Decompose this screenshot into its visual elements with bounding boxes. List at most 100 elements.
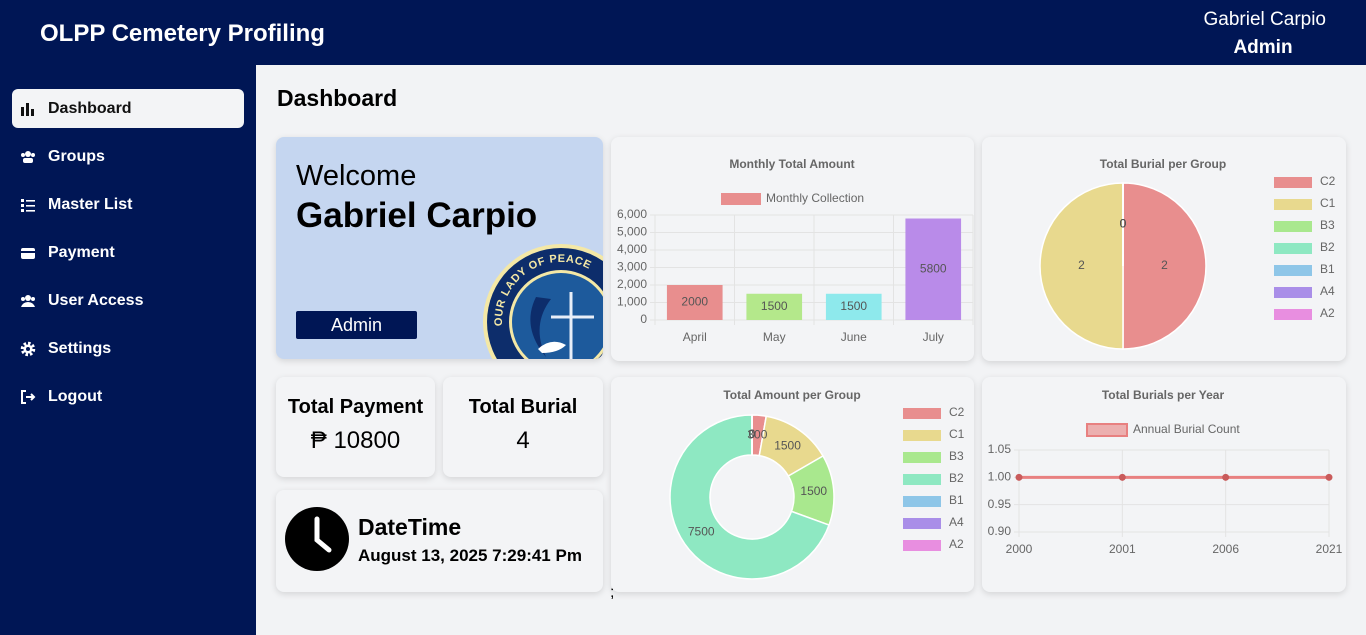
doughnut-chart: Total Amount per Group300150015007500000…	[669, 388, 965, 580]
y-tick-label: 5,000	[617, 225, 647, 239]
legend-swatch	[1086, 423, 1128, 437]
nav-label: User Access	[48, 291, 144, 309]
legend-label: C1	[949, 427, 965, 441]
slice	[1122, 182, 1207, 350]
y-tick-label: 1,000	[617, 295, 647, 309]
nav-label: Settings	[48, 339, 112, 357]
slice	[1039, 182, 1124, 350]
welcome-card: Welcome Gabriel Carpio Admin OUR LADY OF…	[276, 137, 603, 359]
data-label: 2000	[681, 295, 708, 309]
legend-swatch	[903, 496, 941, 507]
y-tick-label: 0	[640, 312, 647, 326]
bar-chart: Monthly Total Amount Monthly Collection 0 1…	[617, 157, 974, 344]
legend-label: B2	[949, 471, 964, 485]
legend-label: B2	[1320, 240, 1335, 254]
data-label: 5800	[920, 261, 947, 275]
stat-card: Total Payment ₱ 10800	[276, 377, 435, 477]
chart-title: Total Burial per Group	[1100, 157, 1226, 171]
x-tick-label: 2000	[1006, 542, 1033, 556]
stray-text: ;	[610, 584, 615, 601]
y-tick-label: 1.05	[988, 442, 1012, 456]
stat-label: Total Payment	[287, 396, 424, 418]
icon	[21, 247, 35, 259]
point	[1015, 473, 1023, 481]
nav-label: Groups	[48, 147, 105, 165]
bar	[746, 293, 803, 320]
data-label: 0	[1120, 217, 1127, 231]
stat-value: ₱ 10800	[310, 427, 401, 454]
data-label: 2	[1078, 258, 1085, 272]
legend-swatch	[1274, 309, 1312, 320]
user-name: Gabriel Carpio	[1203, 9, 1327, 30]
nav-item[interactable]: Settings	[12, 329, 244, 368]
logo-figure	[530, 297, 551, 357]
point	[1325, 473, 1333, 481]
chart-card: Monthly Total Amount Monthly Collection 0 1…	[611, 137, 974, 361]
legend-label: A4	[949, 515, 964, 529]
y-tick-label: 1.00	[988, 470, 1012, 484]
nav-item[interactable]: Payment	[12, 233, 244, 272]
app-title: OLPP Cemetery Profiling	[40, 20, 325, 47]
legend-swatch	[903, 408, 941, 419]
nav-item[interactable]: Dashboard	[12, 89, 244, 128]
chart-title: Total Amount per Group	[723, 388, 860, 402]
x-tick-label: 2021	[1316, 542, 1343, 556]
legend-swatch	[721, 193, 761, 205]
x-tick-label: April	[683, 330, 707, 344]
legend-swatch	[1274, 199, 1312, 210]
bar	[666, 285, 723, 320]
icon	[20, 341, 36, 356]
nav-item[interactable]: Master List	[12, 185, 244, 224]
pie-chart: Total Burial per Group2200000C2C1B3B2B1A…	[1039, 157, 1336, 350]
chart-card: Total Amount per Group 300 1500 1500 7500 0 0 0…	[611, 377, 974, 592]
legend-swatch	[1274, 265, 1312, 276]
stat-label: Total Burial	[468, 396, 578, 418]
legend-label: A2	[1320, 306, 1335, 320]
nav-item[interactable]: Logout	[12, 377, 244, 416]
legend-swatch	[903, 430, 941, 441]
chart-title: Total Burials per Year	[1102, 388, 1225, 402]
data-label: 0	[1120, 217, 1127, 231]
legend-label: Annual Burial Count	[1133, 422, 1240, 436]
legend-swatch	[1274, 243, 1312, 254]
stat-value: 4	[516, 427, 530, 454]
sidebar: Dashboard Groups Master List Payment Use…	[0, 65, 256, 635]
chart-card: Total Burial per Group 2 2 0 0 0 0 0 C2 C1 B3 B2 B1 A…	[982, 137, 1346, 361]
chart-card: Total Burials per Year Annual Burial Coun…	[982, 377, 1346, 592]
logo-dove	[538, 341, 566, 353]
page-title: Dashboard	[277, 85, 398, 111]
data-label: 0	[1120, 217, 1127, 231]
point	[1222, 473, 1230, 481]
nav-item[interactable]: Groups	[12, 137, 244, 176]
y-tick-label: 6,000	[617, 207, 647, 221]
stat-card: Total Burial 4	[443, 377, 603, 477]
data-label: 1500	[774, 438, 801, 452]
nav-label: Master List	[48, 195, 133, 213]
x-tick-label: May	[763, 330, 786, 344]
legend-swatch	[903, 518, 941, 529]
greeting: Welcome	[296, 160, 417, 192]
data-label: 0	[749, 427, 756, 441]
logo-cross	[551, 292, 594, 359]
data-label: 7500	[688, 525, 715, 539]
y-tick-label: 3,000	[617, 260, 647, 274]
legend-label: C2	[949, 405, 965, 419]
legend-label: Monthly Collection	[766, 191, 864, 205]
legend-label: A2	[949, 537, 964, 551]
icon	[21, 198, 35, 212]
data-label: 1500	[800, 484, 827, 498]
nav-label: Logout	[48, 387, 103, 405]
nav-label: Payment	[48, 243, 115, 261]
data-label: 2	[1161, 258, 1168, 272]
legend-label: B1	[1320, 262, 1335, 276]
data-label: 0	[1120, 217, 1127, 231]
x-tick-label: July	[923, 330, 944, 344]
nav-item[interactable]: User Access	[12, 281, 244, 320]
legend-label: C1	[1320, 196, 1336, 210]
chart-title: Monthly Total Amount	[729, 157, 854, 171]
role-badge: Admin	[296, 311, 417, 339]
welcome-name: Gabriel Carpio	[296, 196, 538, 235]
legend-swatch	[1274, 221, 1312, 232]
legend-swatch	[1274, 177, 1312, 188]
